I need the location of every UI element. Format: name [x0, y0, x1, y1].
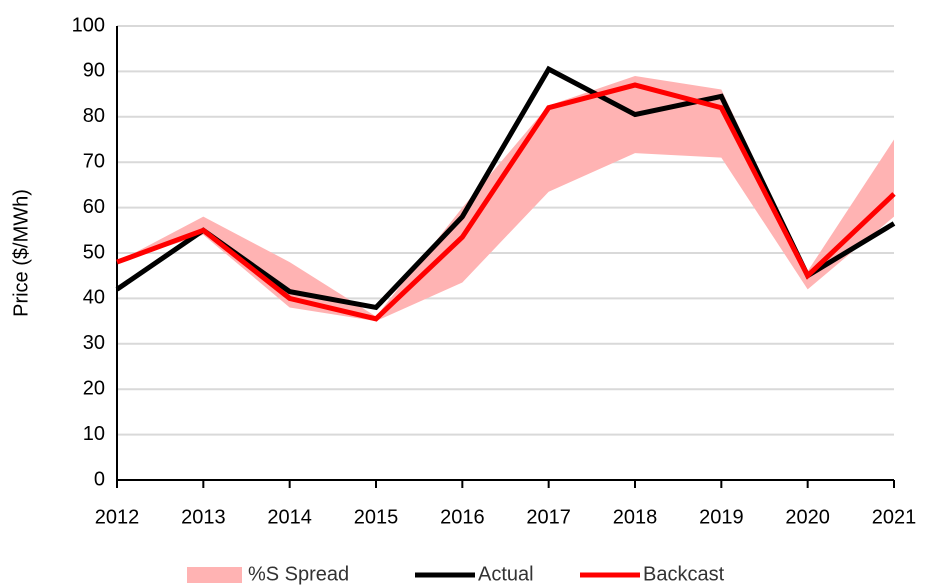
y-tick-label: 50 — [83, 241, 105, 263]
x-tick-label: 2015 — [354, 506, 399, 528]
series-line — [116, 82, 896, 322]
legend-label: %S Spread — [248, 563, 349, 585]
y-tick-label: 10 — [83, 423, 105, 445]
y-tick-label: 80 — [83, 105, 105, 127]
legend-swatch — [187, 567, 242, 583]
y-tick-label: 30 — [83, 332, 105, 354]
spread-band — [117, 75, 894, 322]
x-tick-label: 2013 — [181, 506, 226, 528]
y-tick-label: 90 — [83, 60, 105, 82]
y-tick-label: 100 — [72, 14, 105, 36]
y-tick-label: 0 — [94, 468, 105, 490]
y-tick-label: 70 — [83, 150, 105, 172]
y-axis-label: Price ($/MWh) — [10, 189, 32, 317]
series-line — [115, 65, 896, 311]
x-tick-label: 2014 — [267, 506, 312, 528]
x-tick-label: 2019 — [699, 506, 744, 528]
y-tick-label: 60 — [83, 196, 105, 218]
legend-label: Backcast — [643, 563, 725, 585]
x-tick-label: 2018 — [613, 506, 658, 528]
y-tick-label: 40 — [83, 287, 105, 309]
x-tick-label: 2012 — [95, 506, 140, 528]
x-tick-label: 2017 — [526, 506, 571, 528]
legend-label: Actual — [478, 563, 534, 585]
y-tick-label: 20 — [83, 377, 105, 399]
x-tick-label: 2016 — [440, 506, 485, 528]
x-tick-label: 2021 — [872, 506, 917, 528]
x-tick-label: 2020 — [785, 506, 830, 528]
